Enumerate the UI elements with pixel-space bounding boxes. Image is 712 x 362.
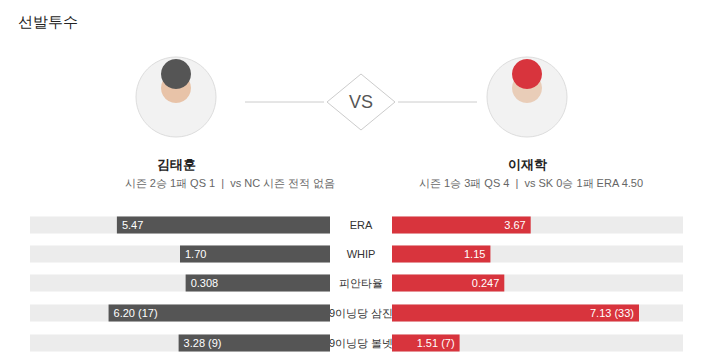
svg-text:6.20 (17): 6.20 (17) bbox=[114, 307, 158, 319]
svg-text:WHIP: WHIP bbox=[347, 248, 376, 260]
svg-text:7.13 (33): 7.13 (33) bbox=[590, 307, 634, 319]
svg-text:3.28 (9): 3.28 (9) bbox=[184, 337, 222, 349]
svg-text:0.308: 0.308 bbox=[191, 277, 219, 289]
svg-text:0.247: 0.247 bbox=[472, 277, 500, 289]
svg-text:이재학: 이재학 bbox=[508, 157, 547, 172]
svg-text:김태훈: 김태훈 bbox=[157, 157, 196, 172]
svg-text:시즌 1승 3패 QS 4 | vs SK 0승 1패: 시즌 1승 3패 QS 4 | vs SK 0승 1패 ERA 4.50 bbox=[419, 177, 643, 189]
svg-text:1.70: 1.70 bbox=[185, 248, 206, 260]
svg-text:9이닝당 볼넷: 9이닝당 볼넷 bbox=[329, 337, 393, 349]
svg-text:1.51 (7): 1.51 (7) bbox=[417, 337, 455, 349]
svg-text:3.67: 3.67 bbox=[504, 219, 525, 231]
svg-text:VS: VS bbox=[349, 92, 373, 112]
svg-text:선발투수: 선발투수 bbox=[18, 13, 78, 30]
svg-text:시즌 2승 1패 QS 1 | vs NC 시즌 전적: 시즌 2승 1패 QS 1 | vs NC 시즌 전적 없음 bbox=[125, 177, 336, 189]
svg-text:1.15: 1.15 bbox=[464, 248, 485, 260]
svg-text:ERA: ERA bbox=[350, 219, 373, 231]
svg-text:피안타율: 피안타율 bbox=[339, 277, 383, 289]
svg-text:9이닝당 삼진: 9이닝당 삼진 bbox=[329, 307, 393, 319]
svg-text:5.47: 5.47 bbox=[122, 219, 143, 231]
